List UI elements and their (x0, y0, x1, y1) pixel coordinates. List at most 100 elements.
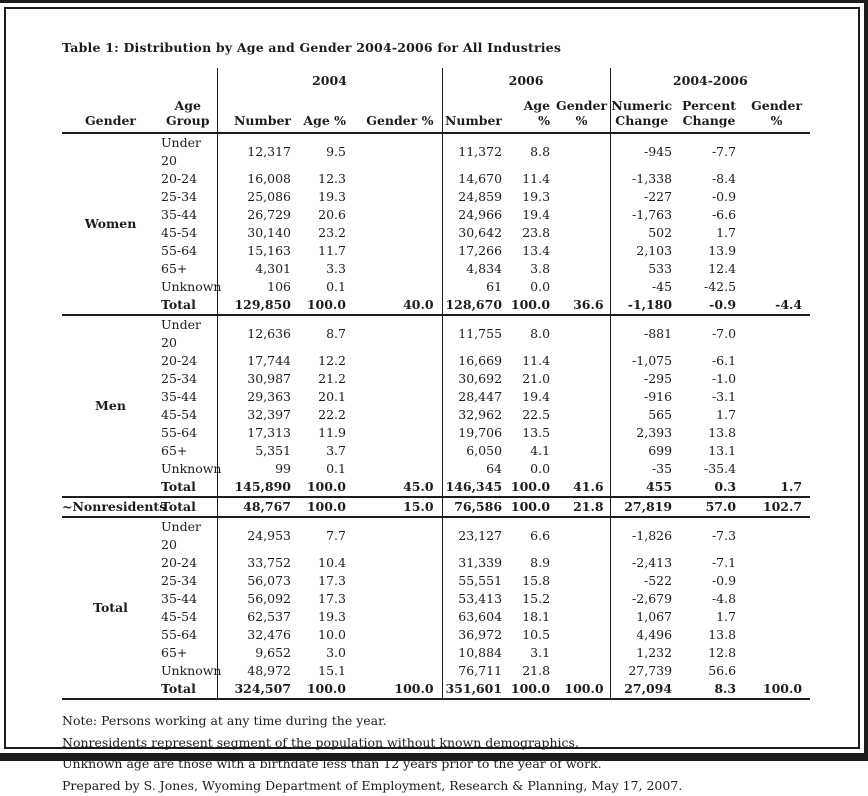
value-cell: -0.9 (680, 296, 744, 315)
value-cell: -7.3 (680, 517, 744, 554)
value-cell: -1,075 (610, 352, 680, 370)
age-group-cell: 20-24 (159, 554, 217, 572)
value-cell (556, 590, 610, 608)
value-cell (744, 315, 810, 352)
table-header: 2004 2006 2004-2006 Gender Age Group Num… (62, 68, 810, 133)
value-cell: -0.9 (680, 188, 744, 206)
value-cell: 9.5 (299, 133, 354, 170)
value-cell: 3.1 (508, 644, 556, 662)
value-cell: 36,972 (442, 626, 508, 644)
value-cell: 76,711 (442, 662, 508, 680)
value-cell: -2,679 (610, 590, 680, 608)
value-cell: 10.5 (508, 626, 556, 644)
value-cell: 8.0 (508, 315, 556, 352)
col-header-gender-pct-2006: Gender % (556, 92, 610, 133)
value-cell: 24,953 (217, 517, 299, 554)
value-cell: 57.0 (680, 497, 744, 517)
value-cell: 2,103 (610, 242, 680, 260)
value-cell: 25,086 (217, 188, 299, 206)
value-cell: 32,476 (217, 626, 299, 644)
value-cell: 19.3 (299, 608, 354, 626)
value-cell: 17,313 (217, 424, 299, 442)
group-header-2004-2006: 2004-2006 (610, 68, 810, 92)
value-cell: 13.9 (680, 242, 744, 260)
age-group-cell: 25-34 (159, 572, 217, 590)
value-cell: 10.0 (299, 626, 354, 644)
value-cell: 100.0 (508, 296, 556, 315)
value-cell: 145,890 (217, 478, 299, 497)
value-cell (556, 260, 610, 278)
value-cell: 3.3 (299, 260, 354, 278)
value-cell: 28,447 (442, 388, 508, 406)
value-cell (354, 608, 442, 626)
value-cell: 8.9 (508, 554, 556, 572)
value-cell: 48,972 (217, 662, 299, 680)
age-group-cell: 65+ (159, 644, 217, 662)
value-cell (744, 188, 810, 206)
value-cell: 13.5 (508, 424, 556, 442)
value-cell: 0.0 (508, 460, 556, 478)
value-cell: 3.7 (299, 442, 354, 460)
value-cell: 27,094 (610, 680, 680, 699)
value-cell: 45.0 (354, 478, 442, 497)
value-cell: 351,601 (442, 680, 508, 699)
value-cell: 11.4 (508, 170, 556, 188)
value-cell: 12,317 (217, 133, 299, 170)
value-cell: 100.0 (299, 478, 354, 497)
value-cell: 22.5 (508, 406, 556, 424)
age-group-cell: Total (159, 680, 217, 699)
value-cell: 17.3 (299, 572, 354, 590)
value-cell (744, 626, 810, 644)
value-cell: 26,729 (217, 206, 299, 224)
value-cell: -2,413 (610, 554, 680, 572)
value-cell: 8.8 (508, 133, 556, 170)
value-cell: -42.5 (680, 278, 744, 296)
value-cell (556, 554, 610, 572)
value-cell (744, 370, 810, 388)
value-cell: 21.0 (508, 370, 556, 388)
value-cell (744, 260, 810, 278)
value-cell (744, 242, 810, 260)
value-cell: 21.8 (556, 497, 610, 517)
value-cell: 20.1 (299, 388, 354, 406)
value-cell: 27,819 (610, 497, 680, 517)
value-cell (744, 460, 810, 478)
value-cell: -4.4 (744, 296, 810, 315)
col-header-gender-pct-2006-label: Gender % (556, 98, 607, 128)
value-cell (744, 644, 810, 662)
scan-edge-top (0, 0, 868, 3)
value-cell (354, 352, 442, 370)
value-cell: 56,092 (217, 590, 299, 608)
value-cell: 30,642 (442, 224, 508, 242)
value-cell: 100.0 (508, 680, 556, 699)
col-header-number-2004: Number (217, 92, 299, 133)
value-cell: 1.7 (680, 224, 744, 242)
note-line: Prepared by S. Jones, Wyoming Department… (62, 775, 810, 796)
value-cell: -6.1 (680, 352, 744, 370)
age-group-cell: Under 20 (159, 133, 217, 170)
page: Table 1: Distribution by Age and Gender … (62, 40, 810, 796)
value-cell (556, 406, 610, 424)
value-cell (354, 554, 442, 572)
age-gender-distribution-table: 2004 2006 2004-2006 Gender Age Group Num… (62, 68, 810, 700)
value-cell: 40.0 (354, 296, 442, 315)
value-cell: 17,266 (442, 242, 508, 260)
gender-label: Women (62, 133, 159, 315)
column-header-row: Gender Age Group Number Age % Gender % N… (62, 92, 810, 133)
note-line: Note: Persons working at any time during… (62, 710, 810, 732)
value-cell: 13.4 (508, 242, 556, 260)
value-cell: 102.7 (744, 497, 810, 517)
group-header-spacer (62, 68, 217, 92)
value-cell: 1.7 (744, 478, 810, 497)
col-header-gender-pct-2004: Gender % (354, 92, 442, 133)
